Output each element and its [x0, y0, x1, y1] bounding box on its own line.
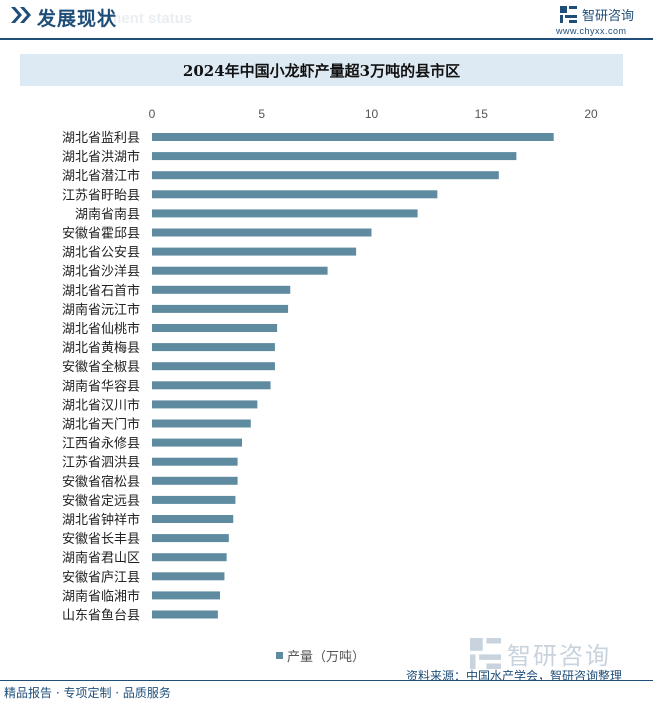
y-category-label: 湖南省临湘市	[62, 588, 140, 604]
y-category-label: 安徽省长丰县	[62, 532, 140, 547]
bar	[152, 515, 234, 523]
watermark-text: 智研咨询	[507, 642, 611, 670]
bar	[152, 285, 291, 294]
bar	[152, 534, 229, 543]
header-divider	[0, 38, 653, 40]
y-category-label: 湖北省沙洋县	[62, 265, 140, 280]
x-tick-label: 20	[584, 107, 598, 121]
bar	[152, 362, 275, 371]
bar	[152, 610, 218, 619]
section-title: 发展现状	[37, 8, 118, 30]
chart-title: 2024年中国小龙虾产量超3万吨的县市区	[182, 62, 461, 80]
bar-chart: 0 5 10 15 20 湖北省监利县湖北省洪湖市湖北省潜江市江苏省盱眙县湖南省南县安徽…	[62, 107, 598, 624]
double-chevron-icon	[11, 7, 31, 23]
y-category-label: 安徽省庐江县	[62, 570, 140, 585]
x-tick-label: 5	[258, 107, 265, 121]
y-category-label: 湖北省潜江市	[62, 168, 140, 184]
y-category-label: 湖北省天门市	[62, 417, 140, 433]
brand-logo-icon	[560, 6, 577, 23]
x-tick-label: 10	[365, 107, 379, 121]
y-category-label: 山东省鱼台县	[62, 608, 140, 624]
bar	[152, 228, 372, 237]
y-category-label: 湖北省汉川市	[62, 397, 140, 413]
bars	[152, 133, 554, 619]
bar	[152, 419, 251, 428]
bar	[152, 324, 278, 332]
bar	[152, 572, 225, 581]
bar	[152, 133, 554, 141]
bar	[152, 591, 221, 600]
x-tick-label: 0	[149, 107, 156, 121]
y-category-label: 湖南省华容县	[62, 378, 140, 394]
bar	[152, 247, 357, 256]
footer: 精品报告 · 专项定制 · 品质服务	[0, 680, 653, 703]
y-category-label: 安徽省全椒县	[62, 359, 140, 375]
footer-text: 精品报告 · 专项定制 · 品质服务	[4, 686, 171, 700]
y-category-label: 江西省永修县	[62, 437, 140, 452]
y-category-label: 安徽省定远县	[62, 494, 140, 509]
bar	[152, 495, 236, 504]
brand-name: 智研咨询	[582, 9, 635, 24]
bar	[152, 343, 275, 352]
bar	[152, 438, 242, 447]
legend: 产量（万吨）	[276, 646, 365, 665]
y-category-label: 湖北省石首市	[62, 283, 140, 299]
bar	[152, 171, 499, 180]
bar	[152, 553, 227, 562]
header: ment status 发展现状 智研咨询 www.chyxx.com	[0, 0, 653, 42]
y-category-label: 湖北省仙桃市	[62, 321, 140, 337]
y-category-label: 江苏省盱眙县	[62, 187, 140, 203]
y-category-label: 湖北省公安县	[62, 246, 140, 261]
legend-label: 产量（万吨）	[287, 650, 366, 665]
y-category-label: 湖北省监利县	[62, 131, 140, 146]
section-subtitle: ment status	[108, 10, 193, 27]
source-note: 资料来源：中国水产学会，智研咨询整理	[406, 669, 623, 683]
y-category-label: 湖北省黄梅县	[62, 341, 140, 356]
y-category-label: 安徽省霍邱县	[62, 227, 140, 242]
bar	[152, 190, 438, 199]
x-tick-label: 15	[475, 107, 489, 121]
y-category-label: 湖南省君山区	[62, 550, 140, 566]
bar	[152, 400, 258, 409]
bar	[152, 266, 328, 275]
bar	[152, 209, 418, 218]
brand-url: www.chyxx.com	[556, 26, 627, 36]
y-category-label: 湖北省洪湖市	[62, 149, 140, 165]
y-category-label: 湖北省钟祥市	[62, 512, 140, 528]
bar	[152, 457, 238, 466]
y-category-label: 安徽省宿松县	[62, 474, 140, 490]
y-category-label: 湖南省沅江市	[62, 302, 140, 318]
bar	[152, 304, 289, 313]
bar	[152, 476, 238, 485]
y-category-label: 湖南省南县	[75, 206, 140, 222]
chart-title-band: 2024年中国小龙虾产量超3万吨的县市区	[20, 54, 623, 86]
y-category-label: 江苏省泗洪县	[62, 455, 140, 471]
x-axis-ticks: 0 5 10 15 20	[149, 107, 598, 121]
bar	[152, 381, 271, 390]
legend-swatch	[276, 652, 283, 659]
y-axis-labels: 湖北省监利县湖北省洪湖市湖北省潜江市江苏省盱眙县湖南省南县安徽省霍邱县湖北省公安…	[62, 131, 140, 624]
bar	[152, 152, 517, 161]
watermark-logo-icon	[470, 638, 501, 669]
